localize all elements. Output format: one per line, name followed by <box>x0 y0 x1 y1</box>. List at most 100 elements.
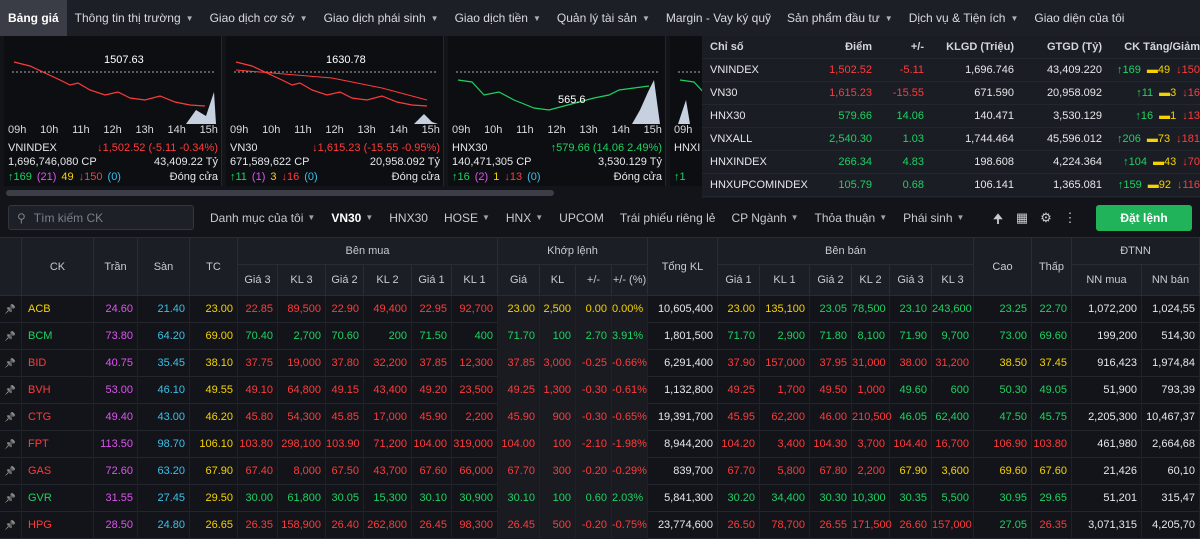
table-row[interactable]: 📌 ACB 24.60 21.40 23.00 22.85 89,500 22.90 49,40… <box>0 296 1200 323</box>
index-point: ↓1,615.23 <box>312 142 361 154</box>
cell-ck[interactable]: ACB <box>22 296 94 323</box>
index-row[interactable]: VN30 1,615.23 -15.55 671.590 20,958.092 ↑11 ▬3… <box>702 82 1200 105</box>
cell-s2: 67.80 <box>810 458 852 485</box>
nav-item-6[interactable]: Margin - Vay ký quỹ <box>658 0 779 36</box>
table-row[interactable]: 📌 CTG 49.40 43.00 46.20 45.80 54,300 45.85 17,00… <box>0 404 1200 431</box>
cell-mc: -0.20 <box>576 512 612 539</box>
nav-item-8[interactable]: Dịch vụ & Tiện ích ▼ <box>901 0 1027 36</box>
tab-5[interactable]: UPCOM <box>551 211 612 225</box>
table-row[interactable]: 📌 HPG 28.50 24.80 26.65 26.35 158,900 26.40 262,… <box>0 512 1200 539</box>
cell-ck[interactable]: BID <box>22 350 94 377</box>
cell-mpct: -1.98% <box>612 431 648 458</box>
index-chart-vnindex[interactable]: 1507.63 09h 10h 11h 12h 13h 14h 15h VNINDEX ↓1,50… <box>4 36 222 186</box>
index-value: 45,596.012 <box>1046 133 1102 145</box>
index-row[interactable]: VNINDEX 1,502.52 -5.11 1,696.746 43,409.220 ↑… <box>702 59 1200 82</box>
more-icon[interactable]: ⋮ <box>1063 210 1077 225</box>
index-row[interactable]: HNXUPCOMINDEX 105.79 0.68 106.141 1,365.081 ↑… <box>702 174 1200 197</box>
search-input[interactable]: ⚲ Tìm kiếm CK <box>8 205 194 230</box>
nav-item-5[interactable]: Quản lý tài sản ▼ <box>549 0 658 36</box>
pin-icon[interactable]: 📌 <box>0 296 22 323</box>
breadth-up: ↑1 <box>674 171 686 183</box>
gear-icon[interactable]: ⚙ <box>1040 210 1052 225</box>
cell-ck[interactable]: GVR <box>22 485 94 512</box>
cell-ceil: 49.40 <box>94 404 138 431</box>
index-row[interactable]: HNX30 579.66 14.06 140.471 3,530.129 ↑16 ▬1 ↓13 <box>702 105 1200 128</box>
tab-3[interactable]: HOSE ▼ <box>436 211 498 225</box>
cell-mk: 500 <box>540 512 576 539</box>
nav-item-2[interactable]: Giao dịch cơ sở ▼ <box>202 0 316 36</box>
cell-ceil: 28.50 <box>94 512 138 539</box>
pin-icon[interactable]: 📌 <box>0 458 22 485</box>
cell-bk3: 64,800 <box>278 377 326 404</box>
tab-1[interactable]: VN30 ▼ <box>323 211 381 225</box>
tab-0[interactable]: Danh mục của tôi ▼ <box>202 211 323 225</box>
pin-icon[interactable]: 📌 <box>0 377 22 404</box>
cell-low: 26.35 <box>1032 512 1072 539</box>
ref-bar-icon: ▬ <box>1159 110 1171 122</box>
hour-label: 14h <box>611 124 630 136</box>
tab-4[interactable]: HNX ▼ <box>498 211 551 225</box>
place-order-button[interactable]: Đặt lệnh <box>1096 205 1192 231</box>
index-row[interactable]: HNXINDEX 266.34 4.83 198.608 4,224.364 ↑104 ▬4… <box>702 151 1200 174</box>
cell-ck[interactable]: FPT <box>22 431 94 458</box>
index-chart-hnx30[interactable]: 565.6 09h 10h 11h 12h 13h 14h 15h HNX30 ↑579.66 (… <box>448 36 666 186</box>
pin-icon[interactable]: 📌 <box>0 350 22 377</box>
tab-8[interactable]: Thỏa thuận ▼ <box>807 211 896 225</box>
pin-icon[interactable]: 📌 <box>0 404 22 431</box>
cell-ck[interactable]: BVH <box>22 377 94 404</box>
pin-icon[interactable]: 📌 <box>0 512 22 539</box>
table-row[interactable]: 📌 BID 40.75 35.45 38.10 37.75 19,000 37.80 32,20… <box>0 350 1200 377</box>
pin-icon[interactable]: 📌 <box>0 323 22 350</box>
chevron-down-icon: ▼ <box>1010 13 1019 23</box>
arrow-up-icon: ↑ <box>1136 87 1142 99</box>
header-sk3: KL 3 <box>932 265 974 296</box>
table-row[interactable]: 📌 BCM 73.80 64.20 69.00 70.40 2,700 70.60 200 71.… <box>0 323 1200 350</box>
table-row[interactable]: 📌 FPT 113.50 98.70 106.10 103.80 298,100 103.90… <box>0 431 1200 458</box>
nav-item-9[interactable]: Giao diện của tôi <box>1026 0 1132 36</box>
cell-total: 10,605,400 <box>648 296 718 323</box>
cell-ck[interactable]: CTG <box>22 404 94 431</box>
cell-total: 5,841,300 <box>648 485 718 512</box>
cell-nnb: 21,426 <box>1072 458 1142 485</box>
cell-ck[interactable]: HPG <box>22 512 94 539</box>
nav-item-3[interactable]: Giao dịch phái sinh ▼ <box>316 0 447 36</box>
cell-bk1: 319,000 <box>452 431 498 458</box>
pin-icon[interactable]: 📌 <box>0 431 22 458</box>
cell-nns: 315,47 <box>1142 485 1200 512</box>
cell-sk3: 9,700 <box>932 323 974 350</box>
tab-6[interactable]: Trái phiếu riêng lẻ <box>612 211 724 225</box>
tab-9[interactable]: Phái sinh ▼ <box>895 211 972 225</box>
header-nnb: NN mua <box>1072 265 1142 296</box>
cell-sk3: 3,600 <box>932 458 974 485</box>
index-chart-vn30[interactable]: 1630.78 09h 10h 11h 12h 13h 14h 15h VN30 ↓1,615.2… <box>226 36 444 186</box>
hour-label: 14h <box>167 124 186 136</box>
cell-sk1: 2,900 <box>760 323 810 350</box>
cell-ck[interactable]: GAS <box>22 458 94 485</box>
breadth-fl: (0) <box>527 171 541 183</box>
table-row[interactable]: 📌 GAS 72.60 63.20 67.90 67.40 8,000 67.50 43,700… <box>0 458 1200 485</box>
cell-sk1: 157,000 <box>760 350 810 377</box>
cell-high: 69.60 <box>974 458 1032 485</box>
index-header-cell: CK Tăng/Giảm <box>1124 41 1200 53</box>
index-row[interactable]: VNXALL 2,540.30 1.03 1,744.464 45,596.012 ↑20… <box>702 128 1200 151</box>
table-row[interactable]: 📌 GVR 31.55 27.45 29.50 30.00 61,800 30.05 15,30… <box>0 485 1200 512</box>
nav-item-4[interactable]: Giao dịch tiền ▼ <box>447 0 549 36</box>
charts-scrollbar[interactable] <box>6 190 554 196</box>
nav-item-0[interactable]: Bảng giá <box>0 0 67 36</box>
nav-item-7[interactable]: Sản phẩm đầu tư ▼ <box>779 0 901 36</box>
pin-icon[interactable]: 📌 <box>0 485 22 512</box>
excel-icon[interactable]: ▦ <box>1015 210 1029 225</box>
arrow-down-icon: ↓ <box>1176 133 1182 145</box>
table-row[interactable]: 📌 BVH 53.00 46.10 49.55 49.10 64,800 49.15 43,40… <box>0 377 1200 404</box>
chevron-down-icon: ▼ <box>532 13 541 23</box>
nav-item-1[interactable]: Thông tin thị trường ▼ <box>67 0 202 36</box>
tab-2[interactable]: HNX30 <box>381 211 436 225</box>
arrow-up-icon[interactable]: 🠉 <box>992 211 1004 226</box>
breadth-down: 116 <box>1182 179 1200 191</box>
tab-7[interactable]: CP Ngành ▼ <box>723 211 806 225</box>
hour-label: 11h <box>72 124 90 136</box>
index-breadth: ↑206 ▬73 ↓181 <box>1102 133 1200 145</box>
header-b1: Giá 1 <box>412 265 452 296</box>
cell-ck[interactable]: BCM <box>22 323 94 350</box>
